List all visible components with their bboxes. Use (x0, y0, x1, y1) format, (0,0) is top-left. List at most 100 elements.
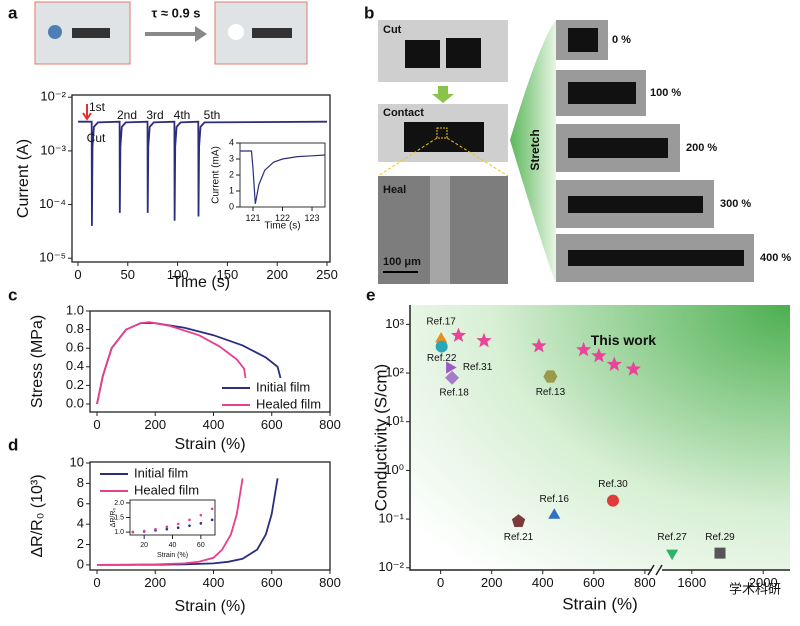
y-tick-label: 1.0 (114, 529, 124, 536)
photo-detail (568, 196, 703, 213)
fan (510, 20, 556, 284)
y-tick-label: 10 (70, 454, 84, 469)
annotation: 5th (204, 108, 221, 122)
panel-label: a (8, 3, 18, 22)
point (666, 549, 679, 561)
point (131, 530, 135, 534)
point-label: Ref.29 (705, 532, 735, 543)
point-label: This work (591, 332, 657, 348)
x-tick-label: 200 (481, 575, 503, 590)
point (625, 361, 641, 376)
point (435, 340, 448, 353)
line (96, 322, 282, 405)
point (199, 522, 203, 525)
line (96, 321, 247, 405)
strain-label: 0 % (612, 34, 631, 46)
inset-frame (239, 142, 326, 208)
photo-detail (568, 28, 598, 52)
x-tick-label: 0 (437, 575, 444, 590)
y-tick-label: 1.5 (114, 514, 124, 521)
x-tick-label: 200 (144, 575, 166, 590)
panel-label: b (364, 3, 374, 22)
y-tick-label: 4 (229, 137, 234, 147)
x-tick-label: 250 (316, 267, 338, 282)
line (240, 150, 326, 204)
photo-label: Heal (383, 184, 406, 196)
stretch-photos (556, 20, 754, 282)
panel-label: e (366, 285, 375, 304)
point (445, 370, 460, 385)
x-tick-label: 200 (266, 267, 288, 282)
y-tick-label: 0.8 (66, 321, 84, 336)
point (531, 338, 547, 353)
point-label: Ref.18 (439, 387, 469, 398)
scale-bar-label: 100 μm (383, 256, 421, 268)
point (450, 327, 467, 342)
point-label: Ref.27 (657, 532, 687, 543)
y-tick-label: 10¹ (385, 413, 404, 428)
y-tick-label: 10² (385, 364, 404, 379)
point-label: Ref.31 (463, 362, 493, 373)
legend-label: Healed film (256, 396, 321, 411)
y-tick-label: 3 (229, 153, 234, 163)
point (543, 370, 558, 383)
x-tick-label: 800 (319, 575, 341, 590)
annotation: 1st (89, 100, 106, 114)
y-tick-label: 10⁻² (40, 89, 66, 104)
point (165, 527, 169, 531)
y-axis-label: ΔR/R₀ (10³) (29, 474, 46, 557)
photo-detail (72, 28, 110, 38)
x-tick-label: 60 (197, 542, 205, 549)
photo-detail (405, 40, 440, 68)
y-tick-label: 8 (77, 475, 84, 490)
axis-frame (71, 94, 331, 263)
point (210, 507, 214, 511)
x-tick-label: 20 (140, 542, 148, 549)
point (591, 347, 607, 363)
y-tick-label: 10⁻¹ (378, 511, 404, 526)
y-tick-label: 10³ (385, 316, 404, 331)
point (176, 522, 180, 526)
zoom-box (436, 127, 448, 139)
photo-detail (404, 122, 484, 152)
y-tick-label: 10⁻³ (40, 142, 66, 157)
legend-label: Initial film (256, 379, 310, 394)
y-tick-label: 10⁻⁴ (39, 196, 66, 211)
annotation: Cut (87, 131, 106, 145)
x-tick-label: 800 (319, 417, 341, 432)
x-tick-label: 1600 (677, 575, 706, 590)
y-tick-label: 0.6 (66, 340, 84, 355)
legend-label: Healed film (134, 482, 199, 497)
point (576, 341, 592, 357)
point (511, 514, 526, 527)
x-tick-label: 0 (74, 267, 81, 282)
point (199, 513, 203, 517)
x-tick-label: 0 (93, 417, 100, 432)
y-tick-label: 2 (77, 536, 84, 551)
axis-break (647, 564, 663, 576)
y-tick-label: 0 (77, 556, 84, 571)
point (606, 356, 622, 371)
x-tick-label: 400 (203, 575, 225, 590)
annotation: 4th (174, 108, 191, 122)
line (78, 120, 328, 226)
x-tick-label: 2000 (749, 575, 778, 590)
x-axis-label: Time (s) (264, 221, 300, 232)
point (188, 524, 191, 527)
axis-frame (89, 310, 331, 413)
stretch-label: Stretch (528, 129, 542, 170)
x-tick-label: 150 (217, 267, 239, 282)
x-tick-label: 0 (93, 575, 100, 590)
y-axis-label: ΔR/R₀ (110, 508, 117, 528)
x-tick-label: 600 (583, 575, 605, 590)
legend-label: Initial film (134, 465, 188, 480)
point (548, 508, 561, 519)
y-tick-label: 0.0 (66, 395, 84, 410)
y-axis-label: Conductivity (S/cm) (371, 364, 390, 511)
x-tick-label: 100 (167, 267, 189, 282)
axis-frame (89, 461, 331, 571)
y-tick-label: 1.0 (66, 302, 84, 317)
point-label: Ref.16 (540, 494, 570, 505)
point (176, 526, 180, 530)
